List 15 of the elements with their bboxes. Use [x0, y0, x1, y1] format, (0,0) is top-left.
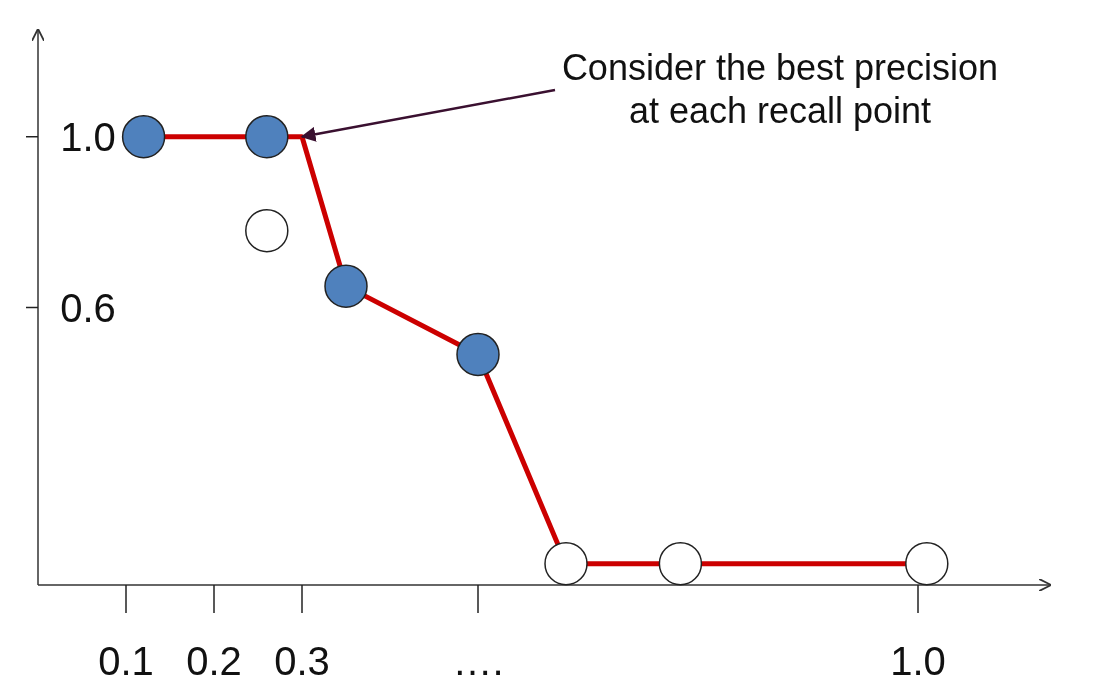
x-tick-label: 0.3 — [274, 639, 330, 683]
x-tick-label: 0.1 — [98, 639, 154, 683]
x-tick-label: 0.2 — [186, 639, 242, 683]
point — [905, 541, 949, 586]
point — [456, 332, 500, 377]
point — [324, 264, 368, 308]
point — [658, 541, 703, 586]
point — [544, 541, 588, 586]
x-tick-label: 1.0 — [890, 639, 946, 683]
point — [245, 208, 289, 253]
point — [121, 114, 166, 159]
annotation: Consider the best precision at each recall point — [561, 47, 999, 132]
y-tick-label: 0.6 — [60, 285, 116, 330]
x-tick-label: …. — [452, 639, 504, 683]
point — [245, 114, 289, 159]
